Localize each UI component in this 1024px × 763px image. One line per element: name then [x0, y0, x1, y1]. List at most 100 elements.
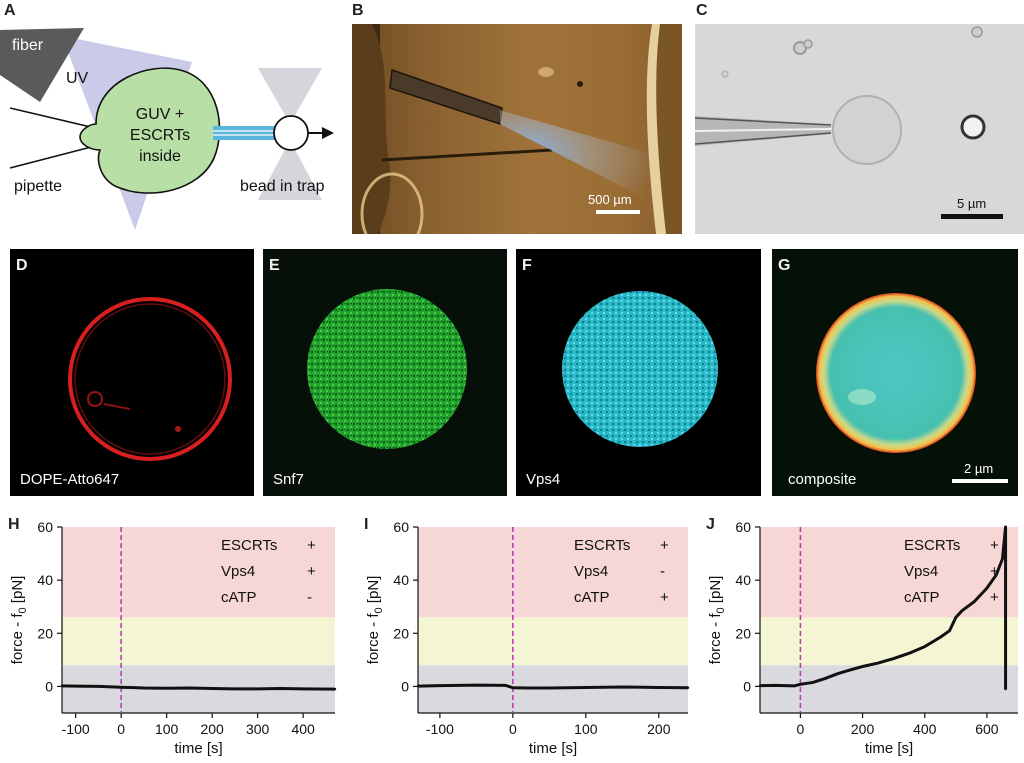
x-tick-label: 200 [647, 721, 671, 737]
fluor-f: F Vps4 [516, 249, 761, 496]
force-point [792, 684, 796, 688]
y-tick-label: 20 [37, 625, 53, 641]
panel-letter-h: H [8, 516, 20, 533]
x-tick-label: 100 [155, 721, 179, 737]
y-tick-label: 60 [37, 519, 53, 535]
force-point [119, 686, 123, 689]
trap-top [258, 68, 322, 124]
force-point [973, 600, 976, 603]
force-trace [61, 684, 336, 691]
y-tick-label: 0 [743, 678, 751, 694]
force-zone-2 [62, 527, 335, 618]
legend-label: cATP [221, 589, 257, 606]
photo-b: 500 µm [352, 24, 682, 234]
legend-sign: - [660, 563, 665, 580]
y-axis-label-sub: 0 [715, 607, 727, 613]
label-pipette: pipette [14, 178, 63, 195]
legend-label: ESCRTs [904, 537, 960, 554]
legend-label: cATP [904, 589, 940, 606]
legend-label: cATP [574, 589, 610, 606]
schematic-diagram [0, 28, 334, 230]
tether [213, 126, 275, 140]
legend-label: ESCRTs [221, 537, 277, 554]
force-point [621, 685, 624, 689]
y-axis-label-main: force - f [9, 613, 26, 665]
scale-bar-c [941, 214, 1003, 219]
panel-letter-a: A [4, 2, 16, 19]
legend-sign: + [990, 563, 999, 580]
force-point [657, 686, 661, 689]
force-point [165, 687, 168, 690]
force-point [954, 616, 958, 619]
force-zone-0 [418, 665, 688, 713]
vesicle-membrane [68, 297, 232, 461]
x-axis-label: time [s] [174, 740, 222, 757]
pipette-line-top [9, 107, 96, 129]
fluor-g: G 2 µm composite [772, 249, 1018, 496]
force-zone-1 [760, 617, 1018, 666]
force-point [333, 687, 337, 691]
trap-bottom [258, 140, 322, 200]
force-point [97, 685, 100, 688]
panel-a: A fiber UV GUV + ESCRTs inside pipette b… [0, 0, 340, 235]
panel-letter-d: D [16, 257, 28, 274]
photo-c-drawing [695, 26, 986, 165]
panel-letter-f: F [522, 257, 532, 274]
force-point [1004, 525, 1007, 529]
y-tick-label: 60 [393, 519, 409, 535]
label-bead-in-trap: bead in trap [240, 178, 325, 195]
force-zone-0 [62, 665, 335, 713]
force-zone-2 [418, 527, 688, 618]
force-point [995, 573, 998, 577]
guv-shape [79, 67, 221, 194]
x-tick-label: 300 [246, 721, 270, 737]
force-point [960, 609, 964, 612]
force-point [948, 629, 951, 632]
label-d: DOPE-Atto647 [20, 471, 120, 488]
y-tick-label: 0 [401, 678, 409, 694]
legend-sign: - [307, 589, 312, 606]
y-axis-label-unit: [pN] [9, 576, 26, 608]
force-point [511, 686, 515, 689]
x-tick-label: -100 [426, 721, 454, 737]
label-guv-line3: inside [139, 148, 181, 165]
force-trace [417, 683, 689, 690]
panel-letter-i: I [364, 516, 368, 533]
force-point [799, 683, 802, 686]
y-tick-label: 40 [735, 572, 751, 588]
legend-label: Vps4 [221, 563, 255, 580]
force-point [861, 665, 864, 668]
force-point [876, 661, 880, 665]
scale-label-b: 500 µm [588, 192, 632, 207]
label-guv-line1: GUV + [135, 106, 185, 123]
force-point [210, 687, 214, 690]
force-point [416, 684, 420, 688]
force-point [985, 586, 989, 590]
legend-sign: + [660, 537, 669, 554]
y-axis-label: force - f0 [pN] [365, 576, 385, 665]
force-zone-1 [62, 617, 335, 666]
force-point [1001, 557, 1004, 561]
force-point [774, 684, 777, 687]
panel-letter-c: C [696, 2, 708, 19]
y-tick-label: 40 [37, 572, 53, 588]
panel-letter-b: B [352, 2, 364, 19]
label-g: composite [788, 471, 857, 488]
force-point [438, 684, 442, 687]
fluor-e: E Snf7 [263, 249, 507, 496]
force-point [848, 668, 852, 672]
vesicle-vps4 [562, 291, 718, 447]
force-point [908, 652, 911, 655]
panel-letter-g: G [778, 257, 791, 274]
force-point [256, 687, 259, 691]
force-point [923, 645, 926, 648]
y-axis-label-unit: [pN] [707, 576, 724, 608]
panel-letter-j: J [706, 516, 715, 533]
force-point [824, 677, 827, 680]
x-tick-label: 400 [291, 721, 315, 737]
force-zone-1 [418, 617, 688, 666]
x-tick-label: 400 [913, 721, 937, 737]
force-point [526, 686, 529, 690]
label-guv: GUV + ESCRTs inside [110, 104, 210, 167]
y-axis-label-sub: 0 [373, 607, 385, 613]
